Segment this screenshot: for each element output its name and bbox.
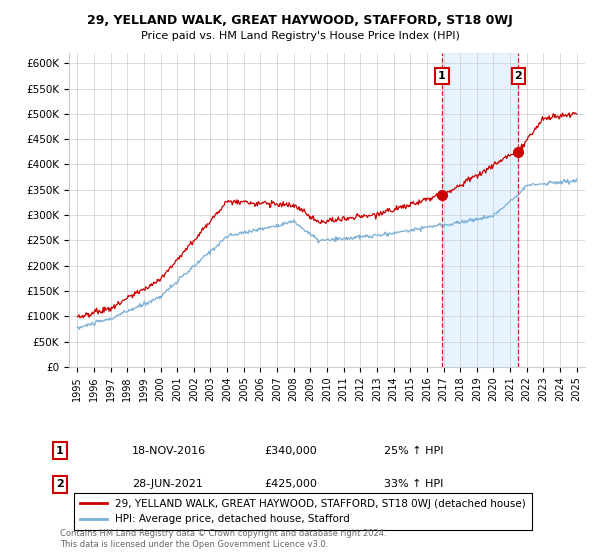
Bar (442, 53, 518, 367)
Text: 1: 1 (438, 71, 446, 81)
Text: £340,000: £340,000 (264, 446, 317, 456)
Text: 33% ↑ HPI: 33% ↑ HPI (384, 479, 443, 489)
Text: 28-JUN-2021: 28-JUN-2021 (132, 479, 203, 489)
Text: £425,000: £425,000 (264, 479, 317, 489)
Text: Contains HM Land Registry data © Crown copyright and database right 2024.
This d: Contains HM Land Registry data © Crown c… (60, 529, 386, 549)
Text: Price paid vs. HM Land Registry's House Price Index (HPI): Price paid vs. HM Land Registry's House … (140, 31, 460, 41)
Text: 18-NOV-2016: 18-NOV-2016 (132, 446, 206, 456)
Text: 2: 2 (56, 479, 64, 489)
Legend: 29, YELLAND WALK, GREAT HAYWOOD, STAFFORD, ST18 0WJ (detached house), HPI: Avera: 29, YELLAND WALK, GREAT HAYWOOD, STAFFOR… (74, 493, 532, 530)
Text: 25% ↑ HPI: 25% ↑ HPI (384, 446, 443, 456)
Text: 29, YELLAND WALK, GREAT HAYWOOD, STAFFORD, ST18 0WJ: 29, YELLAND WALK, GREAT HAYWOOD, STAFFOR… (87, 14, 513, 27)
Text: 1: 1 (56, 446, 64, 456)
Text: 2: 2 (515, 71, 522, 81)
